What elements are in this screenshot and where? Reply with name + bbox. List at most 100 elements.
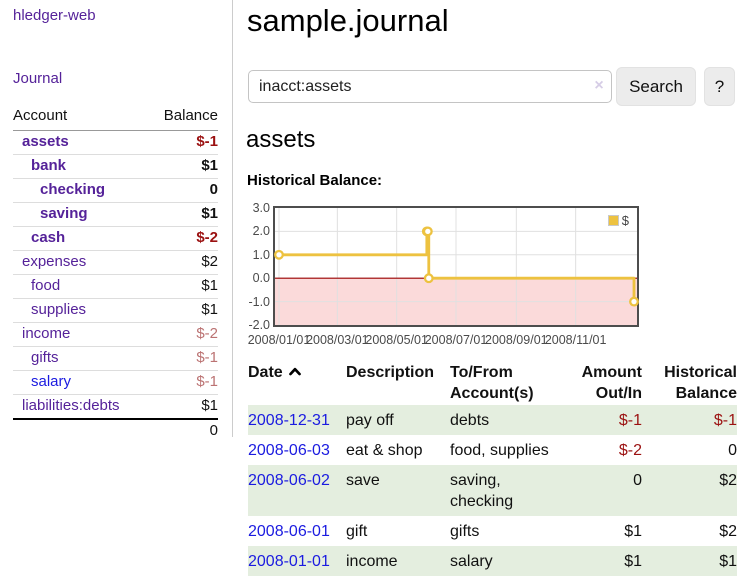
page-title: sample.journal [247, 3, 449, 38]
transaction-amount: $1 [560, 546, 642, 576]
clear-search-icon[interactable]: × [594, 77, 604, 94]
register-header-date[interactable]: Date [248, 361, 346, 405]
account-row: expenses $2 [13, 250, 218, 275]
transaction-description: save [346, 465, 450, 516]
register-table: Date Description To/From Account(s) Amou… [248, 361, 737, 576]
transaction-date-link[interactable]: 2008-06-02 [248, 472, 330, 489]
sidebar: hledger-web Journal Account Balance asse… [0, 0, 233, 443]
account-row: checking 0 [13, 178, 218, 203]
register-header-accounts: To/From Account(s) [450, 364, 534, 402]
sidebar-account-link-checking[interactable]: checking [40, 181, 106, 198]
chart-legend: $ [605, 212, 631, 229]
chart-plot-area[interactable]: $ [273, 206, 639, 327]
sidebar-account-link-liabilities-debts[interactable]: liabilities:debts [22, 397, 120, 414]
account-row: income $-2 [13, 322, 218, 347]
sidebar-account-link-food[interactable]: food [31, 277, 61, 294]
transaction-accounts: food, supplies [450, 442, 549, 459]
transaction-description: income [346, 546, 450, 576]
sidebar-account-link-gifts[interactable]: gifts [31, 349, 59, 366]
sidebar-account-link-saving[interactable]: saving [40, 205, 88, 222]
sidebar-account-link-assets[interactable]: assets [22, 133, 69, 150]
sidebar-account-link-income[interactable]: income [22, 325, 71, 342]
sidebar-account-link-cash[interactable]: cash [31, 229, 66, 246]
y-tick-label: -1.0 [248, 294, 270, 309]
account-balance: $-1 [148, 130, 218, 155]
chart-title: Historical Balance: [247, 172, 383, 189]
transaction-balance: $2 [642, 465, 737, 516]
transaction-amount: $-1 [560, 405, 642, 435]
y-tick-label: 3.0 [252, 201, 270, 215]
chart-canvas [274, 208, 639, 325]
account-row: salary $-1 [13, 370, 218, 395]
register-row: 2008-06-03 eat & shop food, supplies $-2 0 [248, 435, 737, 465]
transaction-amount: $-2 [618, 442, 642, 459]
search-input[interactable] [248, 70, 612, 103]
y-tick-label: 0.0 [252, 271, 270, 286]
historical-balance-chart: 3.0 2.0 1.0 0.0 -1.0 -2.0 $ 2008/01/01 2008/03… [240, 200, 720, 348]
register-header-date-label: Date [248, 364, 283, 381]
y-tick-label: 2.0 [252, 224, 270, 239]
account-balance: $-2 [148, 226, 218, 251]
register-row: 2008-06-01 gift gifts $1 $2 [248, 516, 737, 546]
register-row: 2008-06-02 save saving, checking 0 $2 [248, 465, 737, 516]
account-balance: 0 [148, 178, 218, 203]
accounts-total-row: 0 [13, 418, 218, 443]
transaction-balance: $1 [642, 546, 737, 576]
account-row: saving $1 [13, 202, 218, 227]
account-balance: $-2 [148, 322, 218, 347]
account-row: supplies $1 [13, 298, 218, 323]
accounts-header-balance: Balance [148, 107, 218, 131]
register-row: 2008-01-01 income salary $1 $1 [248, 546, 737, 576]
transaction-balance: 0 [728, 442, 737, 459]
y-tick-label: -2.0 [248, 318, 270, 332]
transaction-accounts: debts [450, 405, 560, 435]
accounts-header-account: Account [13, 107, 149, 131]
register-header-amount: Amount Out/In [581, 364, 642, 402]
transaction-date-link[interactable]: 2008-01-01 [248, 553, 330, 570]
sidebar-account-link-salary[interactable]: salary [31, 373, 72, 390]
accounts-total-value: 0 [148, 418, 218, 443]
transaction-description: gift [346, 523, 368, 540]
register-header-balance: Historical Balance [664, 364, 737, 402]
account-balance: $1 [148, 394, 218, 420]
legend-swatch-icon [607, 215, 619, 226]
transaction-date-link[interactable]: 2008-06-03 [248, 442, 330, 459]
sidebar-account-link-expenses[interactable]: expenses [22, 253, 87, 270]
search-button[interactable]: Search [616, 67, 696, 106]
account-balance: $1 [148, 154, 218, 179]
account-row: liabilities:debts $1 [13, 394, 218, 420]
x-tick-label: 2008/07/01 [424, 333, 488, 347]
transaction-accounts: salary [450, 546, 560, 576]
transaction-date-link[interactable]: 2008-12-31 [248, 412, 330, 429]
account-heading: assets [246, 126, 316, 153]
sort-ascending-icon [288, 362, 302, 383]
sidebar-account-link-bank[interactable]: bank [31, 157, 67, 174]
legend-label: $ [621, 213, 629, 228]
account-balance: $-1 [148, 370, 218, 395]
register-header-description: Description [346, 364, 435, 381]
account-row: cash $-2 [13, 226, 218, 251]
sidebar-item-journal[interactable]: Journal [13, 70, 63, 87]
account-row: assets $-1 [13, 130, 218, 155]
transaction-amount: 0 [560, 465, 642, 516]
transaction-balance: $-1 [642, 405, 737, 435]
account-balance: $-1 [148, 346, 218, 371]
account-row: bank $1 [13, 154, 218, 179]
account-row: food $1 [13, 274, 218, 299]
app-title-link[interactable]: hledger-web [13, 7, 96, 24]
accounts-table: Account Balance assets $-1 bank $1 checking 0… [13, 107, 218, 443]
transaction-description: eat & shop [346, 442, 423, 459]
help-button[interactable]: ? [704, 67, 735, 106]
transaction-accounts: saving, checking [450, 465, 560, 516]
transaction-accounts: gifts [450, 523, 480, 540]
x-tick-label: 2008/01/01 [247, 333, 311, 347]
sidebar-account-link-supplies[interactable]: supplies [31, 301, 87, 318]
account-balance: $1 [148, 298, 218, 323]
account-balance: $1 [148, 202, 218, 227]
x-tick-label: 2008/03/01 [306, 333, 369, 347]
transaction-description: pay off [346, 405, 450, 435]
transaction-balance: $2 [719, 523, 737, 540]
x-tick-label: 2008/11/01 [544, 333, 607, 347]
transaction-date-link[interactable]: 2008-06-01 [248, 523, 330, 540]
